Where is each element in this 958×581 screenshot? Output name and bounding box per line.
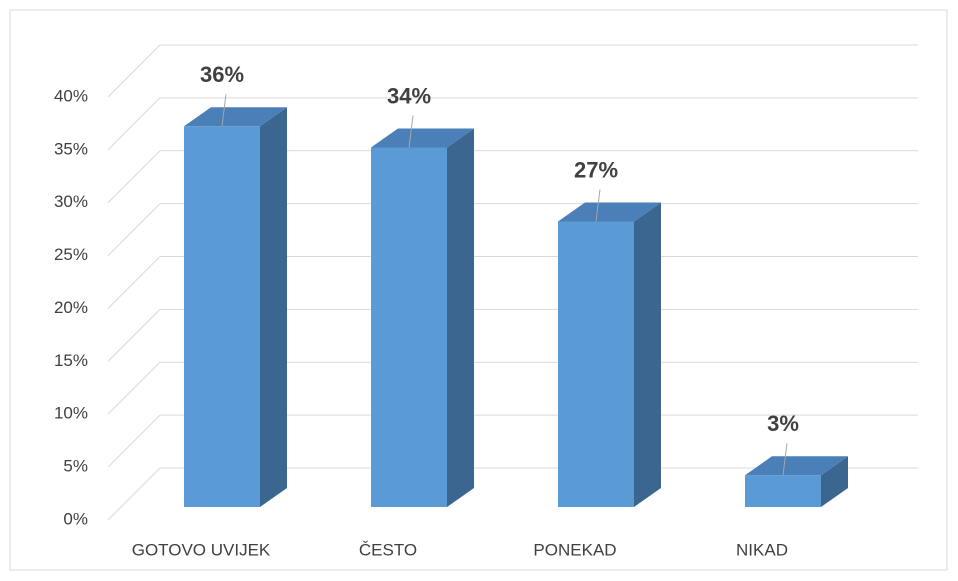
bar-top [558,202,661,222]
bar-side [447,128,474,507]
grid-line [107,203,161,256]
grid-line [107,414,161,468]
bar-side [634,202,661,507]
bar-top [184,107,287,127]
bar-front [558,221,634,507]
x-tick-label: NIKAD [736,540,788,559]
bar [558,202,661,507]
bar-top [745,456,848,476]
grid-line [107,361,161,415]
y-tick-label: 20% [54,298,88,317]
bar-top [371,128,474,148]
bar-front [745,475,821,507]
bar-side [821,456,848,507]
bar-front [184,126,260,508]
y-tick-label: 10% [54,404,88,423]
y-tick-label: 5% [63,457,88,476]
x-tick-label: PONEKAD [533,540,616,559]
value-label: 36% [200,62,244,87]
bar-front [371,147,447,507]
y-tick-label: 30% [54,192,88,211]
value-label: 27% [574,157,618,182]
y-tick-label: 25% [54,245,88,264]
grid-line [107,256,161,309]
y-tick-label: 35% [54,139,88,158]
bar [371,128,474,507]
leader-line [221,94,227,127]
bar-side [260,107,287,508]
leader-line [782,443,788,476]
grid-line [107,467,161,521]
leader-line [408,115,414,148]
grid-line [107,44,161,98]
x-tick-label: GOTOVO UVIJEK [132,540,271,559]
y-tick-label: 40% [54,86,88,105]
leader-line [595,189,601,222]
grid-line [107,97,161,151]
value-label: 3% [767,411,799,436]
grid-line [107,150,161,204]
x-tick-label: ČESTO [359,540,417,559]
y-tick-label: 0% [63,509,88,528]
bar [745,456,848,507]
grid-line [107,309,161,362]
bar [184,107,287,508]
value-label: 34% [387,83,431,108]
y-tick-label: 15% [54,351,88,370]
